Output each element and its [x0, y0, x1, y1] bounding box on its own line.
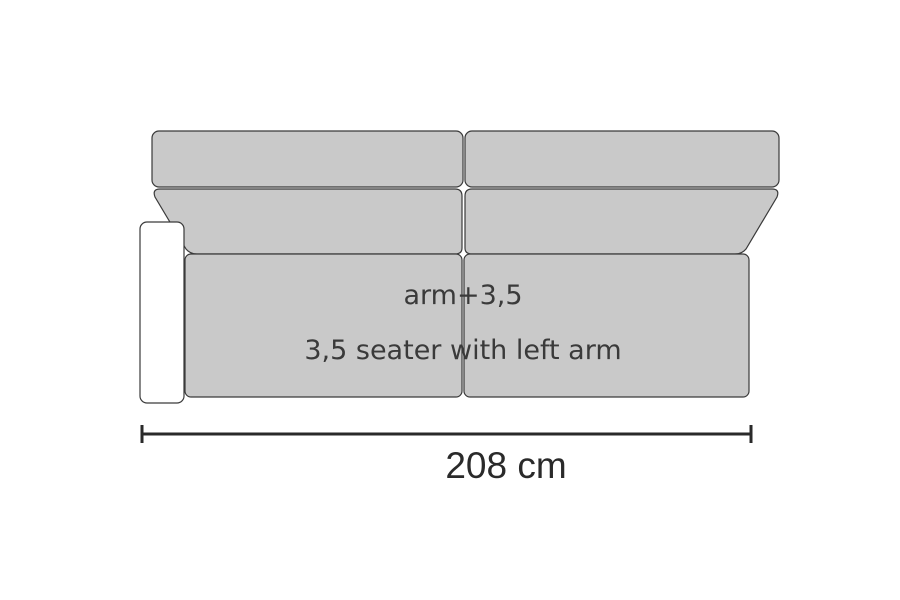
back-cushion-right — [464, 130, 780, 188]
backrest-cushion-left — [153, 188, 463, 255]
left-arm — [139, 221, 185, 404]
width-dimension-label: 208 cm — [445, 445, 566, 486]
backrest-cushion-right — [464, 188, 779, 255]
model-code-label: arm+3,5 — [403, 280, 522, 311]
model-description-label: 3,5 seater with left arm — [304, 335, 621, 366]
seat-cushion-left — [184, 253, 463, 398]
back-cushion-left — [151, 130, 464, 188]
seat-cushion-right — [463, 253, 750, 398]
